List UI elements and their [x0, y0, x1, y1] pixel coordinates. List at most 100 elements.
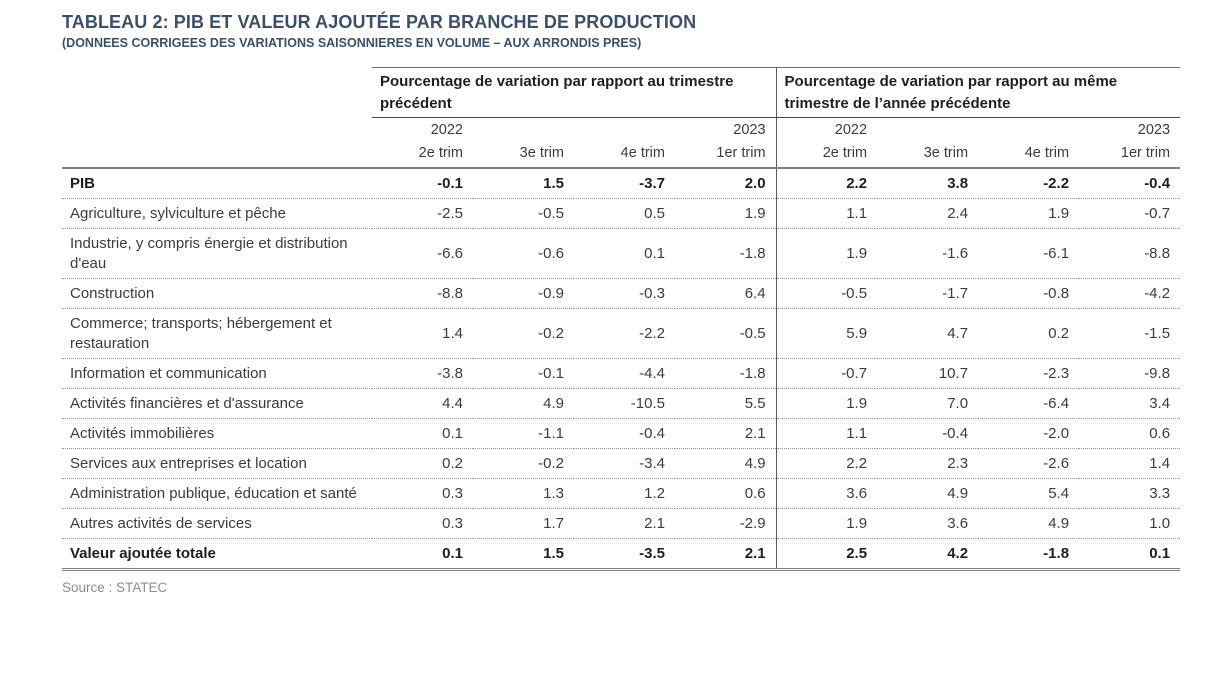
value-cell: -2.6	[978, 448, 1080, 479]
value-cell: 1.4	[372, 308, 473, 359]
value-cell: 4.9	[473, 388, 574, 419]
value-cell: -3.8	[372, 358, 473, 389]
value-cell: 4.9	[675, 448, 777, 479]
value-cell: 0.1	[574, 228, 675, 279]
value-cell: 0.6	[1079, 418, 1181, 449]
table-row: Commerce; transports; hébergement et res…	[62, 308, 1181, 359]
value-cell: 1.5	[473, 538, 574, 571]
value-cell: 5.9	[775, 308, 878, 359]
value-cell: 0.2	[978, 308, 1080, 359]
value-cell: 2.5	[775, 538, 878, 571]
value-cell: 0.1	[1079, 538, 1181, 571]
value-cell: -2.2	[574, 308, 675, 359]
value-cell: 2.2	[775, 448, 878, 479]
group-header-row: Pourcentage de variation par rapport au …	[62, 67, 1181, 118]
year-label: 2023	[1137, 122, 1171, 138]
quarter-label: 2e trim	[775, 141, 878, 169]
table-row: Industrie, y compris énergie et distribu…	[62, 228, 1181, 279]
value-cell: 5.5	[675, 388, 777, 419]
table-row: PIB -0.1 1.5 -3.7 2.0 2.2 3.8 -2.2 -0.4	[62, 167, 1181, 199]
row-label: Construction	[62, 278, 372, 309]
row-label: Industrie, y compris énergie et distribu…	[62, 228, 372, 279]
value-cell: -3.7	[574, 167, 675, 199]
row-label: Commerce; transports; hébergement et res…	[62, 308, 372, 359]
quarter-label: 4e trim	[978, 141, 1080, 169]
year-label: 2023	[733, 122, 766, 138]
value-cell: -1.1	[473, 418, 574, 449]
row-label: Valeur ajoutée totale	[62, 538, 372, 571]
table-row: Administration publique, éducation et sa…	[62, 478, 1181, 509]
value-cell: 1.9	[775, 508, 878, 539]
row-label: Administration publique, éducation et sa…	[62, 478, 372, 509]
row-label: Activités immobilières	[62, 418, 372, 449]
value-cell: 3.8	[877, 167, 979, 199]
value-cell: 1.4	[1079, 448, 1181, 479]
value-cell: -0.5	[473, 198, 574, 229]
value-cell: 0.3	[372, 508, 473, 539]
quarter-row: 2e trim 3e trim 4e trim 1er trim 2e trim…	[62, 141, 1181, 169]
value-cell: -3.4	[574, 448, 675, 479]
value-cell: -6.4	[978, 388, 1080, 419]
quarter-label: 3e trim	[473, 141, 574, 169]
table-row: Agriculture, sylviculture et pêche -2.5 -0…	[62, 198, 1181, 229]
value-cell: 2.4	[877, 198, 979, 229]
value-cell: -0.3	[574, 278, 675, 309]
value-cell: 7.0	[877, 388, 979, 419]
value-cell: -8.8	[372, 278, 473, 309]
value-cell: -0.6	[473, 228, 574, 279]
page-title: TABLEAU 2: PIB ET VALEUR AJOUTÉE PAR BRA…	[62, 12, 697, 32]
corner-cell	[62, 118, 372, 142]
table-row: Activités financières et d'assurance 4.4 4…	[62, 388, 1181, 419]
quarter-label: 3e trim	[877, 141, 979, 169]
value-cell: -4.2	[1079, 278, 1181, 309]
value-cell: -9.8	[1079, 358, 1181, 389]
value-cell: 1.9	[775, 228, 878, 279]
group1-title: Pourcentage de variation par rapport au …	[372, 67, 777, 118]
data-table: Pourcentage de variation par rapport au …	[62, 67, 1181, 571]
value-cell: 2.0	[675, 167, 777, 199]
value-cell: -2.3	[978, 358, 1080, 389]
page-subtitle: (DONNEES CORRIGEES DES VARIATIONS SAISON…	[62, 36, 642, 50]
value-cell: 4.7	[877, 308, 979, 359]
value-cell: 6.4	[675, 278, 777, 309]
quarter-label: 1er trim	[1079, 141, 1181, 169]
value-cell: 1.1	[775, 418, 878, 449]
value-cell: 2.2	[775, 167, 878, 199]
value-cell: 0.1	[372, 418, 473, 449]
value-cell: -2.5	[372, 198, 473, 229]
value-cell: -3.5	[574, 538, 675, 571]
value-cell: 2.1	[675, 418, 777, 449]
value-cell: -0.5	[675, 308, 777, 359]
value-cell: -0.5	[775, 278, 878, 309]
value-cell: 3.6	[877, 508, 979, 539]
value-cell: -0.1	[473, 358, 574, 389]
value-cell: -2.9	[675, 508, 777, 539]
table-row: Autres activités de services 0.3 1.7 2.1 -2.…	[62, 508, 1181, 539]
value-cell: 4.9	[978, 508, 1080, 539]
value-cell: -0.7	[775, 358, 878, 389]
value-cell: -1.6	[877, 228, 979, 279]
value-cell: 2.1	[675, 538, 777, 571]
row-label: PIB	[62, 167, 372, 199]
value-cell: 4.9	[877, 478, 979, 509]
row-label: Activités financières et d'assurance	[62, 388, 372, 419]
table-row: Information et communication -3.8 -0.1 -4.4…	[62, 358, 1181, 389]
value-cell: -1.8	[675, 228, 777, 279]
value-cell: -10.5	[574, 388, 675, 419]
table-row: Services aux entreprises et location 0.2-…	[62, 448, 1181, 479]
row-label: Information et communication	[62, 358, 372, 389]
value-cell: -1.7	[877, 278, 979, 309]
table-row: Construction -8.8 -0.9 -0.3 6.4 -0.5 -1.7 -0.8-…	[62, 278, 1181, 309]
value-cell: 1.3	[473, 478, 574, 509]
value-cell: -0.7	[1079, 198, 1181, 229]
page: TABLEAU 2: PIB ET VALEUR AJOUTÉE PAR BRA…	[62, 12, 1181, 595]
value-cell: 1.9	[775, 388, 878, 419]
value-cell: 3.3	[1079, 478, 1181, 509]
quarter-label: 2e trim	[372, 141, 473, 169]
value-cell: -6.1	[978, 228, 1080, 279]
value-cell: 1.2	[574, 478, 675, 509]
value-cell: -2.0	[978, 418, 1080, 449]
value-cell: 0.6	[675, 478, 777, 509]
value-cell: -0.2	[473, 308, 574, 359]
group2-title: Pourcentage de variation par rapport au …	[775, 67, 1181, 118]
